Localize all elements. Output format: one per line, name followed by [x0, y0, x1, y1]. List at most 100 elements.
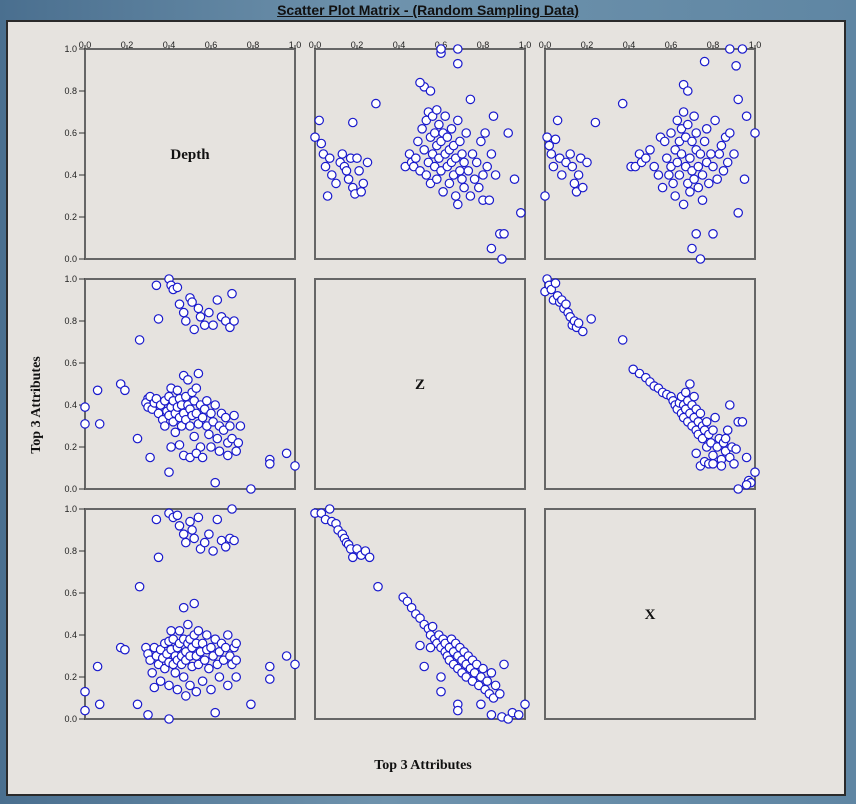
x-tick-label: 0.4 — [393, 40, 406, 50]
scatter-point — [436, 672, 446, 682]
matrix-axes: 0.00.20.40.60.81.00.00.20.40.60.81.00.00… — [64, 40, 761, 724]
scatter-point — [486, 243, 497, 254]
scatter-point — [693, 182, 704, 193]
scatter-point — [750, 467, 760, 477]
scatter-point — [494, 688, 505, 699]
scatter-point — [229, 316, 239, 326]
scatter-point — [132, 699, 143, 710]
scatter-point — [550, 134, 561, 145]
scatter-point — [687, 136, 697, 147]
scatter-point — [206, 408, 216, 419]
scatter-point — [362, 157, 373, 168]
scatter-point — [212, 295, 223, 305]
scatter-point — [540, 191, 550, 201]
scatter-point — [415, 77, 425, 88]
scatter-point — [473, 182, 484, 193]
scatter-point — [206, 684, 216, 695]
scatter-point — [417, 124, 427, 134]
scatter-point — [364, 552, 375, 563]
y-axis-title: Top 3 Attributes — [29, 356, 44, 454]
scatter-point — [358, 178, 369, 189]
scatter-point — [264, 674, 275, 684]
cell-x-vs-z — [314, 508, 526, 720]
scatter-point — [720, 433, 731, 444]
scatter-point — [653, 170, 664, 180]
scatter-point — [231, 655, 241, 665]
y-tick-label: 0.6 — [64, 588, 77, 598]
scatter-point — [281, 448, 292, 459]
scatter-point — [452, 199, 463, 210]
scatter-point — [706, 149, 716, 159]
scatter-point — [691, 128, 701, 138]
scatter-point — [444, 178, 455, 189]
y-tick-label: 1.0 — [64, 44, 77, 54]
scatter-point — [739, 174, 750, 184]
scatter-point — [733, 208, 743, 218]
scatter-point — [94, 419, 105, 429]
scatter-point — [729, 458, 739, 469]
scatter-point — [561, 299, 571, 309]
x-tick-label: 0.2 — [121, 40, 134, 50]
scatter-point — [166, 625, 176, 636]
scatter-point — [552, 115, 563, 126]
scatter-point — [210, 477, 220, 488]
scatter-point — [187, 297, 197, 307]
scatter-point — [220, 412, 231, 423]
scatter-point — [484, 195, 495, 205]
scatter-point — [640, 153, 651, 163]
scatter-point — [446, 124, 457, 134]
scatter-point — [573, 318, 584, 328]
scatter-point — [729, 149, 739, 159]
cell-x-vs-x — [544, 508, 756, 720]
scatter-point — [223, 450, 233, 461]
scatter-point — [185, 516, 195, 527]
scatter-point — [546, 149, 557, 159]
y-tick-label: 0.8 — [64, 316, 77, 326]
scatter-point — [331, 178, 341, 189]
scatter-point — [147, 667, 157, 678]
scatter-point — [227, 504, 237, 514]
scatter-point — [664, 170, 674, 180]
scatter-point — [225, 421, 235, 431]
scatter-point — [722, 157, 733, 168]
scatter-point — [476, 136, 486, 147]
scatter-point — [195, 311, 206, 322]
cell-depth-vs-z — [314, 48, 526, 260]
scatter-point — [565, 149, 575, 159]
scatter-point — [431, 174, 442, 184]
scatter-point — [410, 153, 421, 163]
scatter-point — [264, 458, 275, 469]
scatter-point — [678, 199, 689, 210]
scatter-point — [341, 166, 352, 176]
x-tick-label: 1.0 — [289, 40, 302, 50]
panel-z-vs-x — [540, 274, 760, 494]
scatter-point — [212, 433, 223, 444]
scatter-point — [569, 178, 580, 189]
scatter-point — [174, 299, 185, 309]
scatter-point — [229, 535, 239, 546]
scatter-point — [499, 659, 509, 670]
scatter-point — [193, 368, 204, 379]
scatter-point — [724, 44, 735, 54]
scatter-point — [699, 136, 710, 147]
scatter-point — [185, 421, 195, 431]
scatter-point — [185, 680, 195, 691]
scatter-point — [246, 484, 256, 494]
x-tick-label: 0.2 — [351, 40, 364, 50]
scatter-point — [440, 111, 450, 121]
y-tick-label: 0.8 — [64, 86, 77, 96]
y-tick-label: 0.2 — [64, 672, 77, 682]
scatter-point — [467, 149, 478, 159]
scatter-point — [708, 458, 718, 469]
scatter-point — [452, 58, 463, 69]
scatter-point — [741, 111, 752, 121]
scatter-point — [427, 621, 438, 632]
scatter-point — [197, 676, 208, 686]
scatter-point — [452, 705, 463, 716]
y-tick-label: 1.0 — [64, 274, 77, 284]
scatter-point — [666, 128, 676, 138]
matrix-points — [80, 44, 760, 724]
scatter-point — [693, 161, 704, 172]
scatter-point — [438, 187, 448, 197]
scatter-point — [649, 161, 659, 172]
